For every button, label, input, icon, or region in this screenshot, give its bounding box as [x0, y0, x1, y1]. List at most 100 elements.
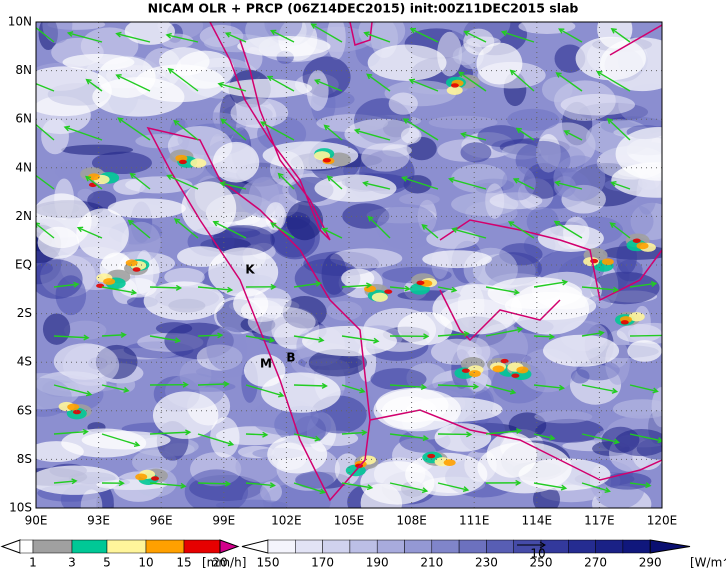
precip-cell — [384, 289, 392, 293]
colorbar-swatch — [486, 540, 513, 553]
colorbar-label: 190 — [366, 556, 389, 570]
olr-patch — [63, 344, 119, 386]
colorbar-label: 290 — [639, 556, 662, 570]
colorbar-swatch — [623, 540, 650, 553]
cloud-patch — [627, 340, 661, 362]
lat-label: 10S — [9, 501, 32, 515]
lat-label: 6S — [17, 403, 32, 417]
colorbar-unit: [mm/h] — [202, 556, 246, 570]
colorbar-swatch — [268, 540, 295, 553]
cloud-patch — [476, 43, 522, 85]
lat-label: 4S — [17, 355, 32, 369]
olr-patch — [206, 327, 247, 371]
wind-arrow — [246, 434, 267, 435]
olr-patch — [399, 193, 440, 205]
colorbar-swatch — [107, 540, 146, 553]
lat-label: 4N — [15, 160, 32, 174]
wind-arrow — [150, 287, 181, 288]
colorbar-label: 230 — [475, 556, 498, 570]
colorbar-unit: [W/m^2] — [690, 556, 726, 570]
olr-patch — [507, 109, 559, 131]
cloud-patch — [267, 435, 327, 473]
wind-arrow — [198, 483, 230, 484]
olr-patch — [42, 6, 72, 44]
precip-cell — [133, 267, 141, 271]
cloud-patch — [29, 441, 84, 462]
lat-label: EQ — [15, 258, 32, 272]
lon-label: 120E — [647, 514, 678, 528]
place-mark: M — [260, 357, 272, 371]
lon-label: 99E — [212, 514, 235, 528]
colorbar-swatch — [184, 540, 220, 553]
olr-patch — [460, 142, 491, 162]
cloud-patch — [302, 326, 397, 356]
olr-patch — [502, 166, 536, 200]
olr-patch — [286, 201, 323, 240]
precip-cell — [416, 281, 424, 285]
cloud-patch — [538, 225, 604, 252]
lon-label: 96E — [150, 514, 173, 528]
colorbar-swatch — [568, 540, 595, 553]
olr-patch — [553, 155, 605, 201]
precip-cell — [444, 459, 456, 466]
precip-cell — [621, 320, 629, 324]
precip-cell — [427, 454, 435, 458]
cloud-patch — [237, 36, 330, 57]
cloud-patch — [76, 208, 129, 259]
cloud-patch — [616, 127, 703, 181]
colorbar-swatch — [459, 540, 486, 553]
precip-cell — [323, 158, 331, 162]
cloud-patch — [477, 442, 571, 493]
place-mark: K — [245, 263, 255, 277]
precip-cell — [179, 160, 187, 164]
olr-patch — [571, 369, 590, 383]
lon-label: 105E — [334, 514, 365, 528]
olr-patch — [561, 94, 635, 116]
wind-arrow — [198, 335, 222, 336]
precip-cell — [451, 83, 459, 87]
precip-cell — [103, 278, 115, 285]
lat-label: 10N — [8, 15, 32, 29]
colorbar-end — [220, 540, 238, 553]
lon-label: 114E — [522, 514, 553, 528]
colorbar-end — [2, 540, 20, 553]
colorbar-label: 15 — [176, 556, 191, 570]
olr-patch — [327, 301, 362, 321]
cloud-patch — [488, 277, 583, 309]
lon-label: 117E — [584, 514, 615, 528]
colorbar-label: 1 — [29, 556, 37, 570]
lon-label: 111E — [459, 514, 490, 528]
cloud-patch — [38, 227, 80, 259]
colorbar-label: 270 — [584, 556, 607, 570]
colorbar-swatch — [72, 540, 107, 553]
colorbar-swatch — [146, 540, 184, 553]
precip-cell — [469, 370, 481, 377]
precip-cell — [190, 159, 206, 168]
precip-cell — [633, 239, 641, 243]
precip-cell — [364, 286, 376, 293]
precip-cell — [372, 293, 388, 302]
colorbar-swatch — [432, 540, 459, 553]
place-mark: B — [286, 351, 295, 365]
colorbar-swatch — [33, 540, 72, 553]
lat-label: 2N — [15, 209, 32, 223]
olr-patch — [358, 12, 405, 49]
olr-patch — [604, 473, 652, 490]
olr-patch — [534, 410, 592, 423]
wind-arrow — [294, 385, 326, 386]
lat-label: 6N — [15, 112, 32, 126]
lon-label: 108E — [396, 514, 427, 528]
cloud-patch — [368, 44, 447, 80]
cloud-patch — [233, 289, 268, 319]
colorbar-label: 210 — [420, 556, 443, 570]
olr-patch — [295, 471, 334, 488]
olr-patch — [344, 119, 419, 150]
colorbar-swatch — [350, 540, 377, 553]
colorbar-swatch — [405, 540, 432, 553]
lat-label: 2S — [17, 306, 32, 320]
lon-label: 90E — [25, 514, 48, 528]
precip-cell — [516, 367, 528, 374]
lat-label: 8S — [17, 452, 32, 466]
cloud-patch — [398, 312, 453, 346]
